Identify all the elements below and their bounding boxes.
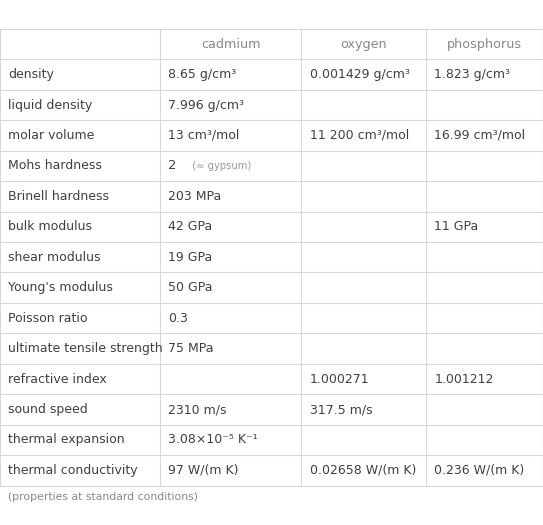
- Text: cadmium: cadmium: [201, 38, 261, 50]
- Text: ultimate tensile strength: ultimate tensile strength: [8, 342, 163, 355]
- Text: 42 GPa: 42 GPa: [168, 220, 212, 233]
- Text: 7.996 g/cm³: 7.996 g/cm³: [168, 99, 244, 111]
- Text: 1.001212: 1.001212: [434, 373, 494, 385]
- Text: 0.001429 g/cm³: 0.001429 g/cm³: [310, 68, 409, 81]
- Text: 1.000271: 1.000271: [310, 373, 369, 385]
- Text: Young's modulus: Young's modulus: [8, 281, 113, 294]
- Text: 50 GPa: 50 GPa: [168, 281, 213, 294]
- Text: 203 MPa: 203 MPa: [168, 190, 222, 203]
- Text: 0.3: 0.3: [168, 312, 188, 324]
- Text: 1.823 g/cm³: 1.823 g/cm³: [434, 68, 510, 81]
- Text: (≈ gypsum): (≈ gypsum): [186, 161, 251, 171]
- Text: 0.02658 W/(m K): 0.02658 W/(m K): [310, 464, 416, 477]
- Text: 16.99 cm³/mol: 16.99 cm³/mol: [434, 129, 526, 142]
- Text: Brinell hardness: Brinell hardness: [8, 190, 109, 203]
- Text: shear modulus: shear modulus: [8, 251, 100, 264]
- Text: 2310 m/s: 2310 m/s: [168, 403, 227, 416]
- Text: 97 W/(m K): 97 W/(m K): [168, 464, 239, 477]
- Text: 11 200 cm³/mol: 11 200 cm³/mol: [310, 129, 409, 142]
- Text: 13 cm³/mol: 13 cm³/mol: [168, 129, 239, 142]
- Text: 3.08×10⁻⁵ K⁻¹: 3.08×10⁻⁵ K⁻¹: [168, 434, 258, 446]
- Text: 11 GPa: 11 GPa: [434, 220, 478, 233]
- Text: 75 MPa: 75 MPa: [168, 342, 214, 355]
- Text: sound speed: sound speed: [8, 403, 88, 416]
- Text: thermal conductivity: thermal conductivity: [8, 464, 138, 477]
- Text: thermal expansion: thermal expansion: [8, 434, 125, 446]
- Text: 2: 2: [168, 160, 177, 172]
- Text: 8.65 g/cm³: 8.65 g/cm³: [168, 68, 237, 81]
- Text: 317.5 m/s: 317.5 m/s: [310, 403, 372, 416]
- Text: phosphorus: phosphorus: [447, 38, 522, 50]
- Text: bulk modulus: bulk modulus: [8, 220, 92, 233]
- Text: Poisson ratio: Poisson ratio: [8, 312, 87, 324]
- Text: oxygen: oxygen: [340, 38, 387, 50]
- Text: 19 GPa: 19 GPa: [168, 251, 212, 264]
- Text: (properties at standard conditions): (properties at standard conditions): [8, 492, 198, 502]
- Text: 0.236 W/(m K): 0.236 W/(m K): [434, 464, 525, 477]
- Text: molar volume: molar volume: [8, 129, 94, 142]
- Text: density: density: [8, 68, 54, 81]
- Text: Mohs hardness: Mohs hardness: [8, 160, 102, 172]
- Text: refractive index: refractive index: [8, 373, 107, 385]
- Text: liquid density: liquid density: [8, 99, 92, 111]
